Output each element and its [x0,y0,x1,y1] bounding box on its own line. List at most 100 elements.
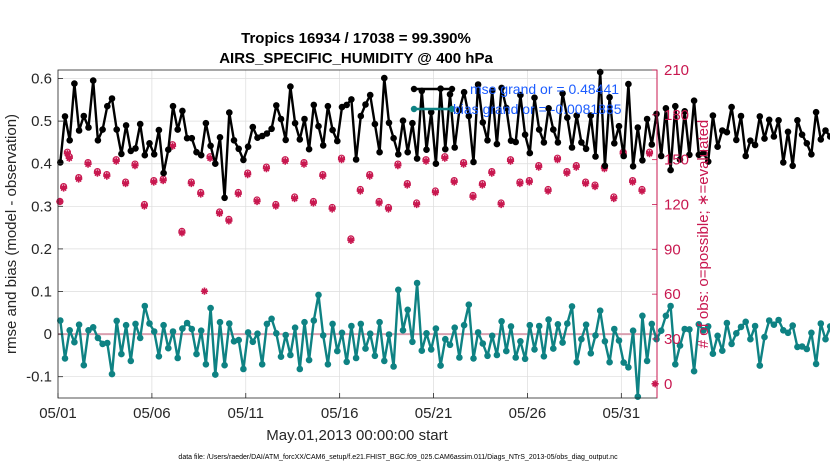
obs-evaluated-point [610,194,618,203]
rmse-point [470,158,477,166]
bias-point [57,317,64,324]
rmse-point [620,152,627,160]
rmse-point [629,163,637,170]
bias-point [704,323,712,330]
bias-point [118,350,125,358]
obs-evaluated-point [628,178,637,186]
bias-point [399,327,407,334]
rmse-point [756,113,764,120]
bias-point [381,357,388,365]
bias-point [479,340,487,347]
bias-point [446,341,454,349]
bias-point [648,320,656,328]
rmse-point [343,101,351,109]
bias-point [155,353,163,360]
bias-point [202,361,210,368]
rmse-point [526,149,534,157]
bias-point [334,347,341,355]
bias-point [507,323,515,330]
obs-evaluated-point [140,202,148,210]
bias-point [442,335,449,343]
rmse-point [207,142,214,150]
bias-point [620,359,627,366]
bias-point [592,332,599,339]
bias-point [526,321,534,329]
bias-point [268,315,275,323]
rmse-point [89,77,97,84]
rmse-point [399,117,407,124]
rmse-point [601,162,609,170]
rmse-point [662,105,670,112]
bias-point [212,371,219,378]
rmse-point [61,113,69,120]
rmse-point [376,148,383,156]
bias-point [165,344,172,352]
rmse-point [643,115,651,123]
bias-point [695,321,703,328]
bias-point [376,318,383,326]
rmse-point [310,101,318,109]
rmse-point [550,126,557,133]
obs-evaluated-point [544,187,552,195]
rmse-point [634,124,642,131]
rmse-point [183,134,191,142]
rmse-point [385,119,393,127]
y-left-tick-label: 0 [44,326,52,343]
bias-point [512,354,519,361]
rmse-point [249,123,257,131]
bias-point [66,327,73,334]
rmse-point [141,151,149,159]
bias-point [634,393,642,401]
rmse-point [305,145,313,153]
rmse-point [113,126,120,133]
bias-point [352,354,360,362]
y-right-tick-label: 120 [664,196,689,213]
bias-point [296,365,304,373]
obs-evaluated-point [121,179,130,188]
rmse-point [291,119,299,127]
bias-point [282,331,290,339]
bias-point [437,362,444,369]
rmse-point [366,91,374,99]
bias-point [535,322,543,330]
bias-point [540,353,548,360]
rmse-point [606,94,613,101]
x-axis-label: May.01,2013 00:00:00 start [266,427,448,444]
obs-evaluated-point [469,193,477,201]
rmse-point [319,142,327,149]
rmse-point [460,88,468,96]
obs-evaluated-point [290,194,299,203]
bias-point [709,350,717,358]
obs-evaluated-point [150,178,158,186]
rmse-point [817,136,825,143]
y-left-tick-label: 0.2 [31,241,52,258]
bias-point [751,322,759,330]
bias-point [629,327,637,335]
rmse-point [493,140,501,148]
rmse-point [611,140,618,147]
bias-point [742,318,749,326]
bias-point [301,318,308,326]
rmse-point [427,108,435,116]
rmse-point [465,112,473,120]
bias-point [127,357,135,365]
rmse-point [765,116,773,124]
obs-evaluated-point [645,150,654,158]
rmse-point [456,106,463,114]
x-tick-label: 05/01 [39,405,77,422]
obs-evaluated-point [478,181,486,189]
bias-point [423,330,430,337]
bias-point [418,347,426,355]
bias-point [249,338,257,346]
rmse-point [761,135,768,142]
bias-point [578,335,585,343]
rmse-point [737,112,745,120]
bias-point [141,302,149,310]
bias-point [71,338,78,346]
bias-point [366,330,374,338]
rmse-point [108,95,116,102]
rmse-point [770,133,778,140]
rmse-point [812,108,820,116]
obs-evaluated-point [366,172,374,180]
obs-evaluated-point [56,197,64,206]
